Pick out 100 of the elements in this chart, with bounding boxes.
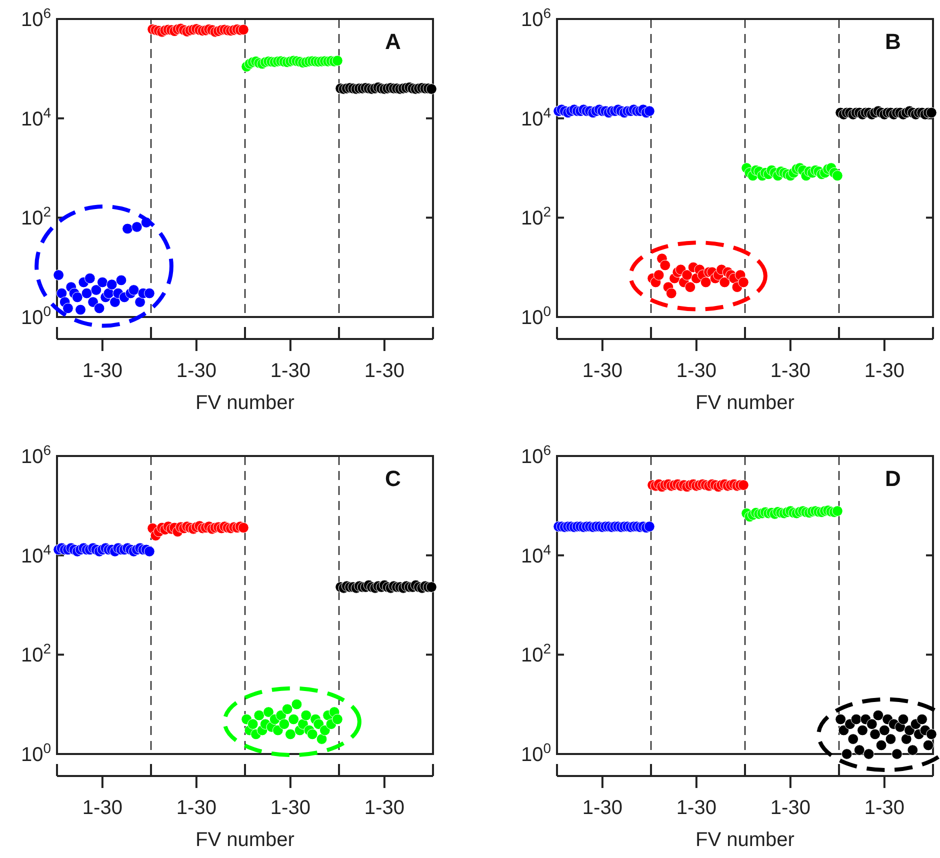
point [131,222,142,232]
y-tick-label: 10$^{6}$ [520,442,552,468]
point [644,521,655,532]
x-tick-label: 1-30 [364,360,404,382]
x-tick-label: 1-30 [864,797,904,819]
point [56,288,68,299]
point [144,546,155,557]
point [841,748,852,760]
y-tick-label: 10$^{2}$ [520,204,552,230]
point [872,710,884,721]
point [238,24,249,36]
point [898,714,909,725]
y-tick-label: 10$^{0}$ [20,303,52,329]
point [926,107,937,118]
point [96,276,108,288]
point [128,284,140,296]
y-tick-label: 10$^{6}$ [20,5,52,31]
point [900,734,912,744]
point [144,288,155,299]
point [870,728,880,740]
x-tick-label: 1-30 [676,797,716,819]
point [832,506,843,516]
point [832,170,843,182]
point [238,522,249,534]
point [916,714,928,725]
point [116,274,127,286]
point [848,734,859,744]
x-tick-label: 1-30 [270,797,310,819]
point [306,728,318,740]
x-tick-label: 1-30 [82,797,122,819]
point [719,276,730,288]
point [838,724,850,736]
x-tick-label: 1-30 [582,360,622,382]
x-tick-label: 1-30 [364,797,404,819]
y-tick-label: 10$^{0}$ [520,740,552,766]
point [850,714,862,725]
point [62,302,74,314]
point [682,270,692,280]
point [660,260,671,271]
x-axis-title: FV number [196,392,295,414]
x-tick-label: 1-30 [82,360,122,382]
point [247,718,258,730]
y-tick-label: 10$^{4}$ [520,541,552,568]
point [75,304,86,316]
y-tick-label: 10$^{2}$ [20,640,52,667]
x-axis-title: FV number [196,829,295,851]
point [907,744,918,756]
point [316,734,328,744]
point [866,718,878,730]
point [644,106,655,117]
point [284,728,296,740]
point [835,714,846,725]
x-tick-label: 1-30 [582,797,622,819]
x-tick-label: 1-30 [270,360,310,382]
point [72,292,83,303]
point [84,272,96,284]
x-tick-label: 1-30 [176,797,216,819]
x-axis-title: FV number [696,829,795,851]
point [134,296,146,308]
x-tick-label: 1-30 [176,360,216,382]
y-tick-label: 10$^{2}$ [520,640,552,667]
point [926,728,937,740]
point [922,740,934,751]
x-tick-label: 1-30 [770,797,810,819]
point [426,582,437,592]
point [885,734,896,744]
x-axis-title: FV number [696,392,795,414]
y-tick-label: 10$^{4}$ [520,104,552,130]
point [684,282,696,293]
x-tick-label: 1-30 [864,360,904,382]
point [263,706,274,718]
point [332,55,343,66]
point [90,284,102,296]
point [81,288,92,299]
y-tick-label: 10$^{0}$ [20,740,52,766]
x-tick-label: 1-30 [676,360,716,382]
point [319,724,330,736]
x-tick-label: 1-30 [770,360,810,382]
point [653,270,664,280]
point [122,223,133,234]
point [110,296,120,308]
text: C [385,466,402,491]
point [854,744,865,756]
point [892,748,902,760]
point [738,276,749,288]
point [878,724,890,736]
point [282,704,293,715]
y-tick-label: 10$^{2}$ [20,204,52,230]
text: D [885,466,901,491]
point [272,724,284,736]
point [291,698,302,710]
point [278,718,290,730]
y-tick-label: 10$^{4}$ [20,541,52,568]
y-tick-label: 10$^{6}$ [520,5,552,31]
point [876,740,887,751]
point [332,714,343,725]
point [53,270,64,280]
point [666,288,677,299]
point [254,710,265,721]
point [863,748,874,760]
